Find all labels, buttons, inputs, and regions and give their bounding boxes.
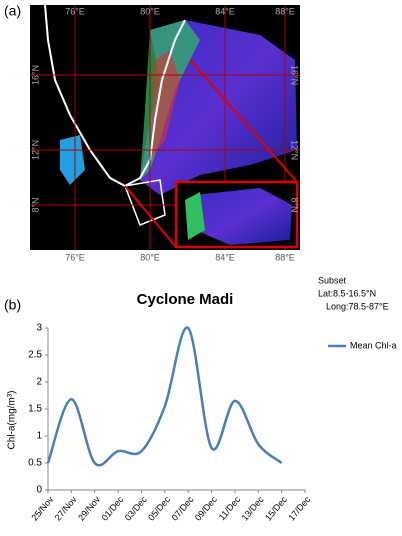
y-tick-label: 0.5 [28, 458, 42, 469]
zoom-line [124, 185, 177, 248]
legend-label: Mean Chl-a [350, 340, 397, 350]
lat-label: 16°N [30, 65, 40, 85]
x-tick-label: 17/Dec [286, 494, 312, 523]
annotation: Subset [318, 275, 347, 285]
lat-label: 16°N [290, 65, 300, 85]
x-tick-label: 27/Nov [53, 494, 79, 523]
chart-title: Cyclone Madi [137, 291, 234, 308]
lat-label: 8°N [290, 197, 300, 212]
lat-label: 12°N [30, 140, 40, 160]
y-tick-label: 1.5 [28, 404, 42, 415]
y-tick-label: 0 [36, 485, 42, 496]
x-tick-label: 13/Dec [240, 494, 266, 523]
panel-label: (a) [4, 3, 21, 19]
lon-label: 76°E [65, 6, 85, 16]
y-axis-label: Chl-a(mg/m³) [7, 391, 18, 450]
y-tick-label: 2 [36, 377, 42, 388]
x-tick-label: 29/Nov [76, 494, 102, 523]
map-panel: (a) [4, 3, 300, 250]
panel-label: (b) [4, 297, 21, 313]
inset-region [195, 188, 292, 245]
y-tick-label: 2.5 [28, 350, 42, 361]
x-tick-label: 05/Dec [146, 494, 172, 523]
lon-label: 88°E [275, 6, 295, 16]
annotation: Lat:8.5-16.5°N [318, 288, 376, 298]
lon-label: 80°E [140, 252, 160, 262]
y-tick-label: 3 [36, 323, 42, 334]
annotation: Long:78.5-87°E [326, 301, 389, 311]
line-series [46, 326, 283, 467]
inset-high [185, 192, 205, 240]
lat-label: 8°N [30, 197, 40, 212]
lat-label: 12°N [290, 140, 300, 160]
x-tick-label: 09/Dec [193, 494, 219, 523]
x-tick-label: 11/Dec [217, 494, 243, 522]
lon-label: 84°E [215, 6, 235, 16]
sri-lanka [123, 179, 166, 226]
zoom-line [189, 59, 298, 183]
x-tick-label: 01/Dec [99, 494, 125, 523]
lon-label: 76°E [65, 252, 85, 262]
lon-label: 80°E [140, 6, 160, 16]
x-tick-label: 03/Dec [123, 494, 149, 523]
x-tick-label: 07/Dec [170, 494, 196, 523]
lon-label: 88°E [275, 252, 295, 262]
x-tick-label: 15/Dec [263, 494, 289, 523]
lon-label: 84°E [215, 252, 235, 262]
x-tick-label: 25/Nov [29, 494, 55, 523]
y-tick-label: 1 [36, 431, 42, 442]
chl-west [60, 135, 85, 185]
chl-coast [150, 50, 180, 160]
